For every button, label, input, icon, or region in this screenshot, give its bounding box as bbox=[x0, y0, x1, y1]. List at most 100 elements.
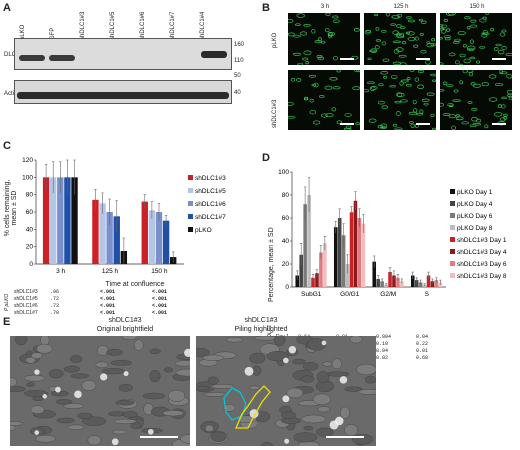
pvalue-row-label: shDLC1#7 bbox=[14, 310, 38, 316]
y-tick-label: 120 bbox=[22, 157, 33, 164]
bar bbox=[57, 177, 64, 264]
dlc1-blot bbox=[14, 38, 232, 70]
bar bbox=[148, 210, 156, 264]
bar bbox=[422, 284, 427, 287]
micrograph bbox=[440, 70, 512, 130]
bar bbox=[311, 277, 315, 287]
bar bbox=[345, 264, 350, 287]
bar bbox=[349, 212, 354, 287]
pvalue-cell: 0.10 bbox=[376, 341, 389, 347]
pvalue-row: shDLC1#3 .96 <.001 <.001 bbox=[14, 289, 204, 296]
e-left-subtitle: Original brightfield bbox=[96, 326, 154, 333]
bar bbox=[430, 281, 435, 287]
c-pvalue-table: shDLC1#3.96 <.001 <.001 shDLC1#5.72 <.001 <.0… bbox=[14, 289, 204, 317]
bar bbox=[434, 280, 439, 287]
bar bbox=[337, 218, 342, 287]
legend-swatch bbox=[450, 213, 455, 218]
y-tick-label: 20 bbox=[26, 244, 34, 251]
y-tick-label: 40 bbox=[282, 238, 290, 245]
blot-row-label-actin: Actin bbox=[4, 91, 18, 97]
pvalue-cell: 0.22 bbox=[416, 341, 429, 347]
bar bbox=[361, 223, 366, 287]
bar bbox=[418, 282, 423, 287]
bar bbox=[333, 227, 338, 287]
x-tick-label: SubG1 bbox=[301, 291, 322, 298]
legend-swatch bbox=[188, 201, 193, 206]
y-tick-label: 80 bbox=[26, 192, 34, 199]
c-pvalue-label: P pLKO bbox=[4, 293, 10, 311]
bar bbox=[384, 284, 388, 287]
legend-label: pLKO Day 4 bbox=[457, 201, 493, 208]
bar bbox=[303, 204, 307, 287]
bar bbox=[162, 220, 170, 264]
legend-swatch bbox=[450, 201, 455, 206]
legend-label: shDLC1#3 Day 6 bbox=[457, 261, 507, 268]
legend-label: pLKO Day 1 bbox=[457, 189, 493, 196]
pvalue-row-label: shDLC1#6 bbox=[14, 303, 38, 309]
bar bbox=[315, 273, 319, 287]
timepoint-label: 125 h bbox=[393, 4, 409, 10]
legend-swatch bbox=[450, 189, 455, 194]
lane-label: shDLC1#4 bbox=[200, 11, 206, 40]
pvalue-cell: 0.02 bbox=[376, 355, 389, 361]
legend-swatch bbox=[450, 225, 455, 230]
pvalue-cell: 0.01 bbox=[416, 348, 429, 354]
pvalue-row: shDLC1#6 .73 <.001 <.001 bbox=[14, 303, 204, 310]
bar bbox=[353, 200, 358, 287]
legend-swatch bbox=[188, 214, 193, 219]
pvalue-cell: .70 bbox=[50, 310, 60, 316]
bar bbox=[388, 272, 392, 287]
actin-blot bbox=[14, 80, 232, 104]
y-tick-label: 60 bbox=[282, 215, 290, 222]
panel-c-chart: 0 20 40 60 80 100 120 3 h 125 h 150 h shDLC1#3 shDL… bbox=[22, 157, 226, 275]
legend-label: shDLC1#3 Day 4 bbox=[457, 249, 507, 256]
panel-letter-b: B bbox=[262, 2, 270, 14]
lane-label: shDLC1#5 bbox=[110, 11, 116, 40]
panel-letter-d: D bbox=[262, 152, 270, 164]
panel-letter-e: E bbox=[3, 316, 11, 328]
bar bbox=[400, 281, 404, 287]
micrograph bbox=[288, 70, 360, 130]
bar bbox=[155, 212, 163, 264]
legend-label: shDLC1#3 bbox=[195, 175, 226, 182]
bar bbox=[295, 275, 300, 287]
y-tick-label: 0 bbox=[29, 261, 33, 268]
bar bbox=[426, 275, 431, 287]
bar bbox=[341, 235, 346, 287]
pvalue-cell: <.001 bbox=[100, 289, 116, 295]
c-ylabel-line1: % cells remaining, bbox=[4, 179, 11, 237]
c-ylabel-line2: mean ± SD bbox=[11, 190, 18, 226]
legend-label: pLKO Day 6 bbox=[457, 213, 493, 220]
bar bbox=[438, 282, 443, 287]
y-tick-label: 100 bbox=[22, 174, 33, 181]
bar bbox=[307, 195, 311, 287]
pvalue-cell: .72 bbox=[50, 296, 60, 302]
pvalue-cell: .96 bbox=[50, 289, 60, 295]
pvalue-cell: <.001 bbox=[152, 289, 168, 295]
bar bbox=[299, 254, 303, 287]
y-tick-label: 20 bbox=[282, 261, 290, 268]
y-tick-label: 60 bbox=[26, 209, 34, 216]
blot-row-label-dlc1: DLC1 bbox=[4, 52, 20, 58]
bar bbox=[372, 261, 377, 287]
row-label-shdlc1: shDLC1#3 bbox=[272, 99, 278, 128]
y-tick-label: 100 bbox=[278, 169, 289, 176]
legend-swatch bbox=[450, 261, 455, 266]
y-tick-label: 80 bbox=[282, 192, 290, 199]
legend-label: shDLC1#7 bbox=[195, 214, 226, 221]
brightfield-image-original bbox=[10, 336, 190, 446]
pvalue-cell: <.001 bbox=[152, 303, 168, 309]
timepoint-label: 150 h bbox=[469, 4, 485, 10]
legend-swatch bbox=[450, 273, 455, 278]
pvalue-cell: 0.004 bbox=[376, 334, 392, 340]
e-right-title: shDLC1#3 bbox=[244, 317, 278, 324]
pvalue-cell: 0.68 bbox=[416, 355, 429, 361]
e-left-title: shDLC1#3 bbox=[108, 317, 142, 324]
x-tick-label: G0/G1 bbox=[340, 291, 360, 298]
pvalue-cell: <.001 bbox=[152, 296, 168, 302]
y-tick-label: 40 bbox=[26, 226, 34, 233]
legend-label: shDLC1#3 Day 8 bbox=[457, 273, 507, 280]
legend-label: pLKO Day 8 bbox=[457, 225, 493, 232]
legend-swatch bbox=[188, 188, 193, 193]
